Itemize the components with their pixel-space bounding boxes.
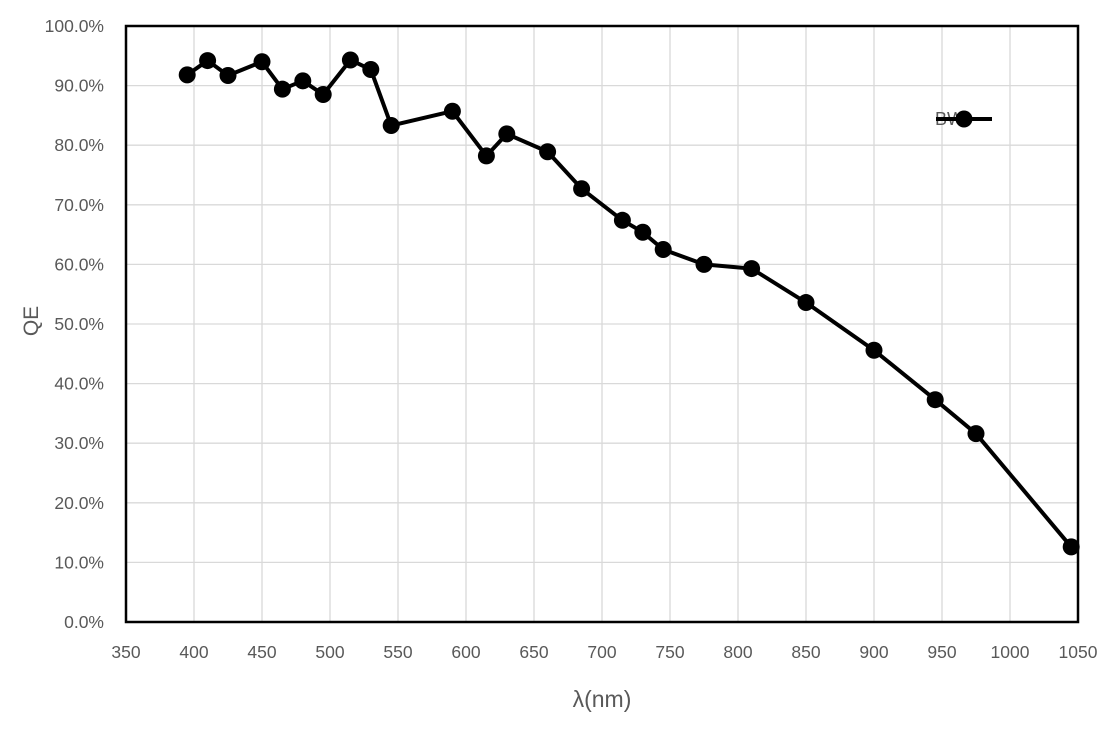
x-tick-label: 800	[723, 642, 752, 662]
data-point-marker	[341, 51, 359, 69]
data-point-marker	[634, 223, 652, 241]
x-tick-label: 1050	[1059, 642, 1098, 662]
data-point-marker	[253, 53, 271, 71]
data-point-marker	[695, 255, 713, 273]
x-tick-label: 500	[315, 642, 344, 662]
x-tick-label: 450	[247, 642, 276, 662]
plot-border	[124, 24, 1080, 624]
y-tick-label: 50.0%	[54, 314, 104, 334]
y-axis-title: QE	[20, 305, 43, 337]
data-point-marker	[178, 66, 196, 84]
data-point-marker	[743, 260, 761, 278]
data-point-marker	[294, 72, 312, 90]
y-tick-label: 40.0%	[54, 374, 104, 394]
legend: BW	[935, 105, 992, 133]
x-tick-label: 650	[519, 642, 548, 662]
data-point-marker	[362, 61, 380, 79]
data-point-marker	[273, 80, 291, 98]
y-tick-label: 20.0%	[54, 493, 104, 513]
x-tick-label: 550	[383, 642, 412, 662]
x-tick-label: 700	[587, 642, 616, 662]
x-tick-label: 1000	[991, 642, 1030, 662]
data-point-marker	[443, 102, 461, 120]
x-tick-label: 600	[451, 642, 480, 662]
y-tick-label: 100.0%	[45, 16, 104, 36]
data-point-marker	[967, 425, 985, 443]
data-point-marker	[865, 341, 883, 359]
x-tick-label: 850	[791, 642, 820, 662]
y-tick-label: 90.0%	[54, 76, 104, 96]
series-line	[185, 57, 1074, 549]
x-tick-label: 750	[655, 642, 684, 662]
y-tick-label: 0.0%	[64, 612, 104, 632]
data-point-marker	[797, 294, 815, 312]
data-point-marker	[1062, 538, 1080, 556]
y-tick-label: 60.0%	[54, 254, 104, 274]
y-tick-label: 30.0%	[54, 433, 104, 453]
x-tick-label: 400	[179, 642, 208, 662]
data-point-marker	[199, 52, 217, 70]
data-point-marker	[314, 86, 332, 104]
x-axis-title: λ(nm)	[572, 686, 632, 712]
x-tick-label: 900	[859, 642, 888, 662]
data-point-marker	[539, 143, 557, 161]
x-tick-label: 950	[927, 642, 956, 662]
data-point-marker	[219, 66, 237, 84]
data-point-marker	[382, 117, 400, 135]
y-tick-label: 80.0%	[54, 135, 104, 155]
y-tick-label: 70.0%	[54, 195, 104, 215]
y-tick-label: 10.0%	[54, 552, 104, 572]
data-point-marker	[477, 147, 495, 165]
legend-line-marker-icon	[936, 110, 992, 128]
data-point-marker	[613, 211, 631, 229]
data-point-marker	[573, 180, 591, 198]
data-point-marker	[654, 241, 672, 258]
x-tick-label: 350	[111, 642, 140, 662]
data-point-marker	[926, 391, 944, 409]
data-point-marker	[498, 125, 516, 143]
